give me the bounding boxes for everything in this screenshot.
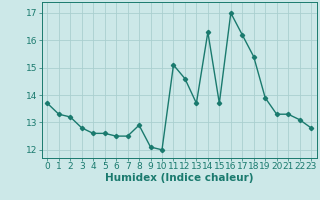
X-axis label: Humidex (Indice chaleur): Humidex (Indice chaleur) xyxy=(105,173,253,183)
